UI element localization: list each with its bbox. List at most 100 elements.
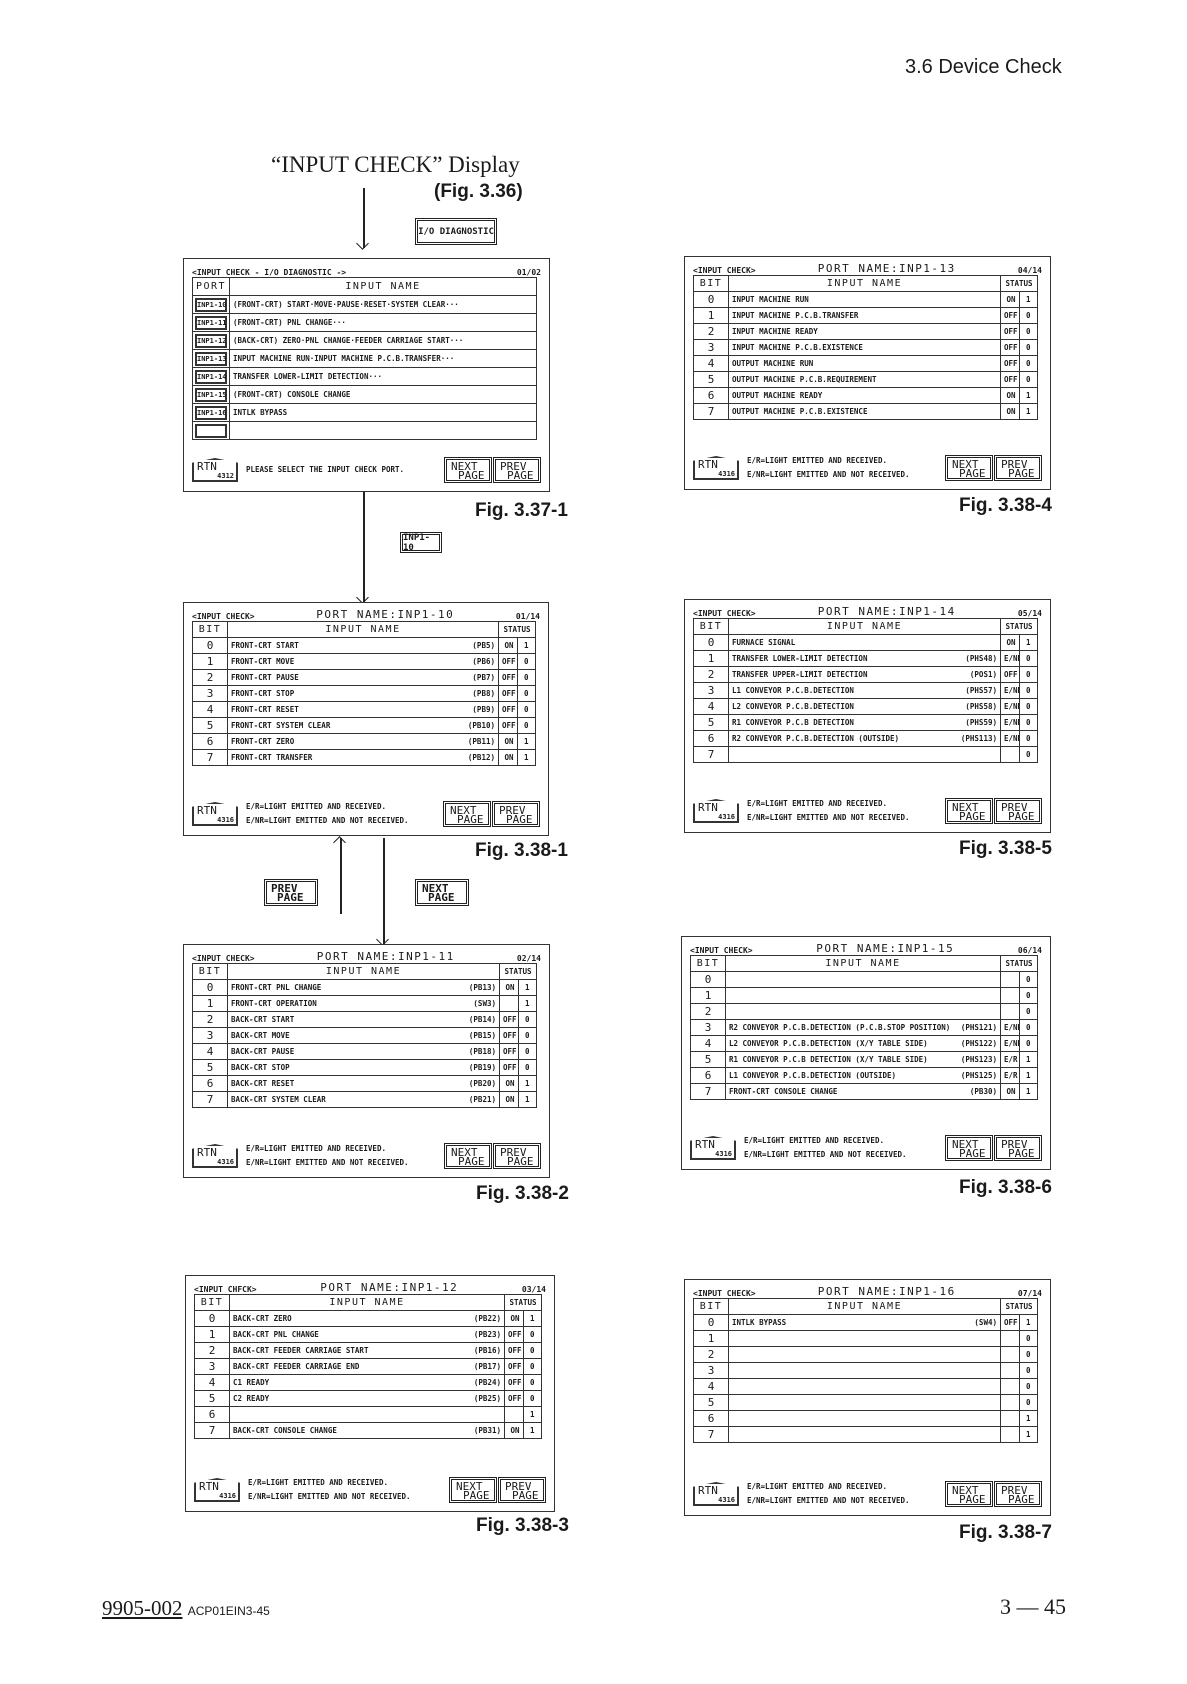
next-page-button[interactable]: NEXT PAGE — [444, 457, 492, 483]
rtn-label: RTN — [698, 1484, 718, 1497]
input-name: INPUT MACHINE RUN·INPUT MACHINE P.C.B.TR… — [229, 349, 537, 368]
arrow-up-icon — [340, 838, 342, 914]
next-page-button[interactable]: NEXT PAGE — [945, 1481, 993, 1507]
prev-page-button[interactable]: PREV PAGE — [492, 801, 540, 827]
port-button[interactable]: INP1-13 — [195, 351, 227, 366]
input-name-cell: BACK-CRT START (PB14) — [227, 1011, 500, 1028]
port-button[interactable]: INP1-15 — [195, 387, 227, 402]
bit-number: 5 — [693, 371, 729, 388]
rtn-button[interactable]: RTN 4316 — [192, 1144, 238, 1168]
port-cell[interactable]: INP1-10 — [192, 295, 230, 314]
bit-number: 7 — [194, 1422, 230, 1439]
status-value: 0 — [1018, 698, 1038, 715]
port-button[interactable] — [195, 423, 227, 438]
input-code: (PHS122) — [960, 1039, 997, 1048]
port-cell[interactable]: INP1-11 — [192, 313, 230, 332]
bit-number: 2 — [192, 669, 228, 686]
port-button[interactable]: INP1-10 — [195, 297, 227, 312]
input-name-cell: BACK-CRT CONSOLE CHANGE (PB31) — [229, 1422, 505, 1439]
port-button[interactable]: INP1-12 — [195, 333, 227, 348]
input-code: (PB19) — [468, 1063, 496, 1072]
rtn-button[interactable]: RTN 4316 — [693, 456, 739, 480]
status-text: OFF — [498, 653, 518, 670]
status-text: ON — [1000, 634, 1020, 651]
prev-page-button[interactable]: PREV PAGE — [493, 457, 541, 483]
next-page-button[interactable]: NEXT PAGE — [444, 1143, 492, 1169]
rtn-button[interactable]: RTN 4316 — [194, 1478, 240, 1502]
port-cell[interactable]: INP1-15 — [192, 385, 230, 404]
status-value: 1 — [1018, 291, 1038, 308]
table-header: BIT INPUT NAME STATUS — [194, 1294, 542, 1311]
col-status-header: STATUS — [1000, 1298, 1038, 1315]
prev-page-button[interactable]: PREV PAGE — [994, 455, 1042, 481]
port-button[interactable]: INP1-11 — [195, 315, 227, 330]
status-value: 0 — [516, 701, 536, 718]
status-value: 1 — [517, 979, 537, 996]
prev-page-button-label: PREV — [500, 1146, 527, 1159]
input-name-cell: FRONT-CRT PNL CHANGE (PB13) — [227, 979, 500, 996]
next-page-key[interactable]: NEXT PAGE — [415, 879, 469, 906]
bit-number: 0 — [693, 1314, 729, 1331]
port-cell[interactable]: INP1-12 — [192, 331, 230, 350]
input-name: TRANSFER LOWER-LIMIT DETECTION — [732, 654, 868, 663]
prev-page-button-label: PAGE — [1008, 1493, 1035, 1506]
status-value: 1 — [1018, 1410, 1038, 1427]
status-text: E/NR — [1000, 650, 1020, 667]
rtn-button[interactable]: RTN 4316 — [192, 802, 238, 826]
rtn-button[interactable]: RTN 4316 — [693, 799, 739, 823]
prev-page-button[interactable]: PREV PAGE — [493, 1143, 541, 1169]
input-name-cell — [725, 1003, 1001, 1020]
next-page-button-label: PAGE — [959, 810, 986, 823]
io-diagnostic-key[interactable]: I/O DIAGNOSTIC — [415, 218, 497, 245]
status-text: ON — [499, 1075, 519, 1092]
panel-footer: RTN 4316 E/R=LIGHT EMITTED AND RECEIVED. E/… — [192, 1141, 541, 1171]
input-name-cell: BACK-CRT FEEDER CARRIAGE END (PB17) — [229, 1358, 505, 1375]
prev-page-button[interactable]: PREV PAGE — [994, 1135, 1042, 1161]
next-page-button[interactable]: NEXT PAGE — [443, 801, 491, 827]
input-name: BACK-CRT FEEDER CARRIAGE END — [233, 1362, 360, 1371]
port-button[interactable]: INP1-14 — [195, 369, 227, 384]
input-name-cell: TRANSFER LOWER-LIMIT DETECTION (PHS48) — [728, 650, 1001, 667]
status-value: 1 — [1018, 387, 1038, 404]
panel-title: <INPUT CHECK> — [693, 609, 756, 618]
input-code: (PB23) — [473, 1330, 501, 1339]
input-code: (PB10) — [467, 721, 495, 730]
table-row: INP1-15 (FRONT-CRT) CONSOLE CHANGE — [192, 385, 537, 404]
prev-page-key[interactable]: PREV PAGE — [264, 879, 318, 906]
next-page-button[interactable]: NEXT PAGE — [945, 1135, 993, 1161]
status-text: ON — [504, 1422, 524, 1439]
prev-page-button[interactable]: PREV PAGE — [994, 798, 1042, 824]
port-cell[interactable]: INP1-16 — [192, 403, 230, 422]
port-cell[interactable]: INP1-14 — [192, 367, 230, 386]
port-name: PORT NAME:INP1-11 — [316, 950, 455, 963]
panel-page: 01/02 — [516, 268, 541, 277]
input-name: OUTPUT MACHINE READY — [732, 391, 823, 400]
panel-footer: RTN 4316 E/R=LIGHT EMITTED AND RECEIVED. E/… — [693, 453, 1042, 483]
port-cell[interactable]: INP1-13 — [192, 349, 230, 368]
next-page-button[interactable]: NEXT PAGE — [945, 798, 993, 824]
port-cell[interactable] — [192, 421, 230, 440]
next-page-button[interactable]: NEXT PAGE — [449, 1477, 497, 1503]
inp1-10-key[interactable]: INP1-10 — [400, 532, 442, 553]
rtn-button[interactable]: RTN 4312 — [192, 458, 238, 482]
table-header: BIT INPUT NAME STATUS — [192, 621, 536, 638]
legend-line: E/R=LIGHT EMITTED AND RECEIVED. — [747, 456, 887, 465]
status-text: OFF — [504, 1358, 524, 1375]
port-button[interactable]: INP1-16 — [195, 405, 227, 420]
bit-number: 0 — [690, 971, 726, 988]
input-name: OUTPUT MACHINE P.C.B.REQUIREMENT — [732, 375, 877, 384]
rtn-button[interactable]: RTN 4316 — [690, 1136, 736, 1160]
prev-page-button[interactable]: PREV PAGE — [994, 1481, 1042, 1507]
rtn-button[interactable]: RTN 4316 — [693, 1482, 739, 1506]
bit-number: 2 — [192, 1011, 228, 1028]
input-name-cell: INPUT MACHINE P.C.B.TRANSFER — [728, 307, 1001, 324]
status-text: OFF — [498, 669, 518, 686]
input-name-wrap: BACK-CRT FEEDER CARRIAGE START (PB16) — [233, 1346, 501, 1355]
footer-doc-id: 9905-002 ACP01EIN3-45 — [102, 1596, 270, 1621]
input-name-wrap: FRONT-CRT ZERO (PB11) — [231, 737, 495, 746]
prev-page-button[interactable]: PREV PAGE — [498, 1477, 546, 1503]
next-page-button[interactable]: NEXT PAGE — [945, 455, 993, 481]
rtn-code: 4316 — [217, 1158, 234, 1166]
status-text: OFF — [504, 1326, 524, 1343]
